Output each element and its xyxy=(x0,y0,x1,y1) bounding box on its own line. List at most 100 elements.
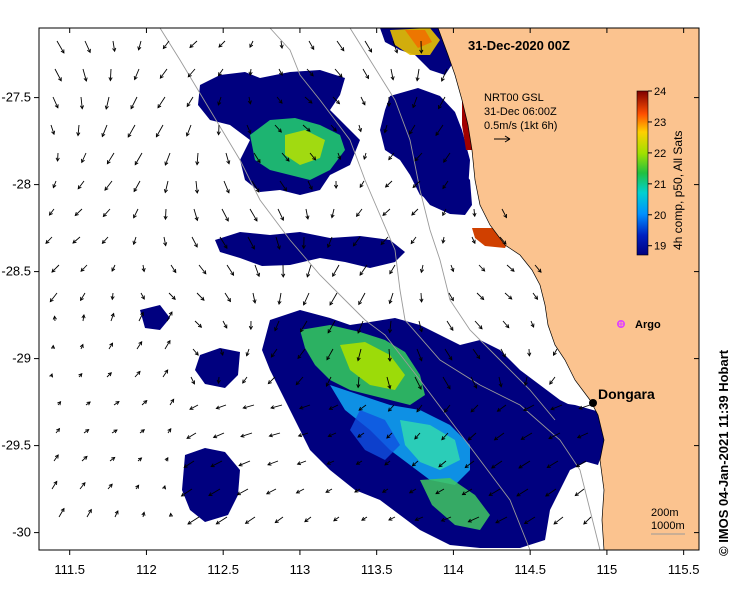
current-vector xyxy=(52,180,57,188)
current-vector-head xyxy=(449,326,454,332)
current-vector xyxy=(465,460,475,468)
current-vector xyxy=(106,372,112,378)
current-vector xyxy=(386,376,391,389)
current-vector xyxy=(49,292,58,302)
current-vector-head xyxy=(302,301,307,306)
current-vector-head xyxy=(102,212,107,218)
current-vector-head xyxy=(277,300,282,306)
current-vector-head xyxy=(242,405,247,410)
current-vector xyxy=(103,208,111,217)
sst-warm-north-yellow xyxy=(285,130,325,165)
colorbar-scale xyxy=(636,90,649,256)
current-vector-head xyxy=(359,183,364,189)
current-vector-head xyxy=(412,103,417,109)
current-vector xyxy=(193,208,198,221)
current-vector xyxy=(412,180,421,188)
current-vector-head xyxy=(168,311,173,316)
y-tick-label: -29 xyxy=(12,351,31,366)
current-vector xyxy=(530,320,535,328)
current-vector xyxy=(297,348,306,359)
current-vector-head xyxy=(575,463,580,468)
current-vector-head xyxy=(113,429,118,434)
current-vector-head xyxy=(441,239,446,244)
current-vector-head xyxy=(516,492,521,497)
current-vector xyxy=(56,40,65,54)
current-vector-head xyxy=(419,49,424,54)
current-vector-head xyxy=(355,212,360,218)
current-vector-head xyxy=(383,129,388,134)
sst-warm-south-yellow xyxy=(340,342,405,390)
current-vector-head xyxy=(550,406,555,411)
current-vector-head xyxy=(332,272,336,278)
current-vector xyxy=(276,96,283,104)
current-vector xyxy=(332,96,340,104)
current-vector xyxy=(198,264,207,275)
current-vector-head xyxy=(57,400,62,406)
current-vector xyxy=(299,404,311,409)
current-vector-head xyxy=(162,44,167,50)
current-vector-head xyxy=(472,212,477,218)
current-vector-head xyxy=(242,379,247,384)
current-vector xyxy=(328,432,337,437)
current-vector-head xyxy=(382,211,387,216)
current-vector xyxy=(140,292,145,300)
current-vector xyxy=(138,312,144,322)
current-vector-head xyxy=(265,490,271,495)
current-vector-head xyxy=(274,327,279,332)
current-vector xyxy=(277,208,284,221)
current-vector-head xyxy=(380,240,385,246)
current-vector xyxy=(363,152,367,160)
current-vector-head xyxy=(240,433,245,438)
current-vector xyxy=(51,264,60,273)
current-vector xyxy=(380,236,389,245)
current-vector-head xyxy=(518,464,523,469)
current-vector xyxy=(186,96,194,107)
current-vector-head xyxy=(194,351,199,356)
current-vector-head xyxy=(442,211,446,217)
current-vector xyxy=(390,68,394,80)
current-vector-head xyxy=(327,329,332,334)
current-vector xyxy=(58,508,65,518)
current-vector xyxy=(308,40,315,50)
current-vector-head xyxy=(295,489,301,494)
current-vector-head xyxy=(545,492,550,497)
current-vector xyxy=(268,376,276,384)
current-vector xyxy=(127,124,136,138)
current-vector xyxy=(334,68,343,78)
current-vector-head xyxy=(58,77,62,82)
current-vector-head xyxy=(83,455,88,460)
current-vector-head xyxy=(252,299,257,304)
sst-patches xyxy=(140,28,605,548)
current-vector xyxy=(49,208,55,216)
current-vector xyxy=(80,292,86,301)
current-vector xyxy=(275,516,284,523)
current-vector xyxy=(545,488,557,497)
current-vector-head xyxy=(386,102,392,108)
current-vector-head xyxy=(135,484,140,489)
current-vector xyxy=(169,399,175,406)
current-vector xyxy=(385,180,393,188)
current-vector-head xyxy=(168,512,173,517)
current-vector xyxy=(181,488,193,497)
current-vector-head xyxy=(170,398,175,403)
current-vector-head xyxy=(523,381,528,387)
current-vector-head xyxy=(51,268,56,273)
current-vector xyxy=(534,264,542,273)
depth-legend-1000m: 1000m xyxy=(651,520,685,532)
current-vector xyxy=(218,376,220,384)
current-vector xyxy=(416,404,423,413)
current-vector xyxy=(306,264,312,278)
current-vector-head xyxy=(253,217,258,222)
map-title: 31-Dec-2020 00Z xyxy=(468,38,570,53)
current-vector-head xyxy=(52,315,57,320)
current-vector xyxy=(550,404,563,410)
current-vector-head xyxy=(443,408,448,413)
current-vector xyxy=(337,152,341,160)
current-vector xyxy=(412,460,419,467)
current-vector-head xyxy=(330,214,335,219)
current-vector-head xyxy=(296,461,302,466)
current-vector-head xyxy=(172,268,177,274)
current-vector-head xyxy=(358,127,363,133)
current-vector-head xyxy=(108,77,113,82)
current-vector-head xyxy=(87,48,91,54)
